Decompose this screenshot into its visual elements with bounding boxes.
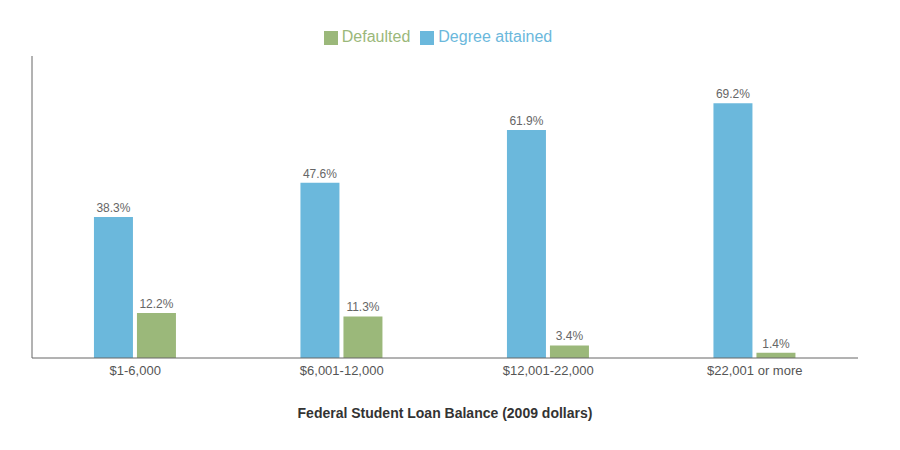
svg-text:3.4%: 3.4% [556, 329, 584, 343]
svg-text:1.4%: 1.4% [762, 337, 790, 351]
svg-text:$1-6,000: $1-6,000 [110, 363, 161, 378]
svg-text:38.3%: 38.3% [96, 201, 130, 215]
svg-text:Federal Student Loan Balance (: Federal Student Loan Balance (2009 dolla… [298, 405, 593, 421]
svg-text:61.9%: 61.9% [509, 114, 543, 128]
svg-text:$6,001-12,000: $6,001-12,000 [300, 363, 384, 378]
svg-text:$22,001 or more: $22,001 or more [707, 363, 802, 378]
svg-text:69.2%: 69.2% [716, 87, 750, 101]
svg-text:47.6%: 47.6% [303, 167, 337, 181]
svg-text:12.2%: 12.2% [139, 297, 173, 311]
svg-text:11.3%: 11.3% [346, 300, 379, 314]
html-text:Degree attained: Degree attained [438, 28, 553, 45]
html-text:Defaulted: Defaulted [341, 28, 411, 45]
svg-text:$12,001-22,000: $12,001-22,000 [503, 363, 594, 378]
